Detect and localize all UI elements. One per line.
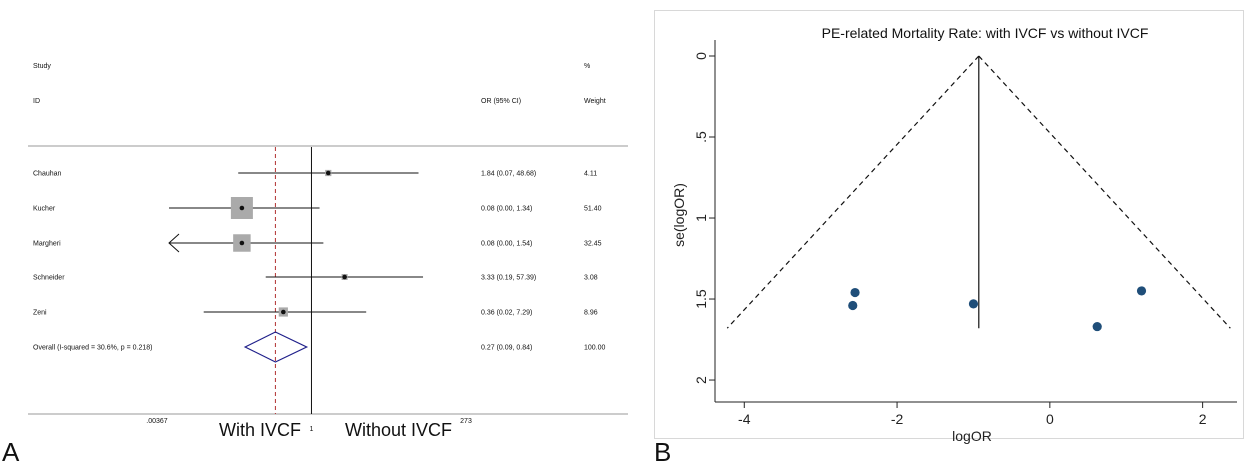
weight-header: Weight xyxy=(584,98,606,105)
x-axis-label: logOR xyxy=(952,428,992,444)
y-tick-label: .5 xyxy=(693,131,709,143)
study-weight: 8.96 xyxy=(584,310,598,317)
x-tick-label-null: 1 xyxy=(310,426,314,433)
direction-label-left: With IVCF xyxy=(219,420,301,440)
study-point-estimate xyxy=(325,170,331,176)
study-name: Schneider xyxy=(33,275,65,282)
overall-diamond xyxy=(243,331,309,363)
study-name: Zeni xyxy=(33,310,47,317)
panel-label-b: B xyxy=(654,437,671,461)
forest-plot-panel: Study ID OR (95% CI) % Weight Chauhan 1.8… xyxy=(0,0,640,461)
overall-label: Overall (I-squared = 30.6%, p = 0.218) xyxy=(33,345,152,352)
ci-truncation-arrow xyxy=(168,233,180,253)
study-weight: 4.11 xyxy=(584,171,597,178)
study-or-ci: 0.08 (0.00, 1.54) xyxy=(481,241,532,248)
funnel-plot-frame xyxy=(654,10,1244,439)
y-tick-label: 0 xyxy=(693,52,709,60)
funnel-plot-panel: PE-related Mortality Rate: with IVCF vs … xyxy=(654,0,1247,461)
x-tick-label: 0 xyxy=(1046,411,1054,427)
y-tick-label: 2 xyxy=(693,376,709,384)
y-tick-label: 1 xyxy=(693,214,709,222)
funnel-plot-title: PE-related Mortality Rate: with IVCF vs … xyxy=(822,25,1149,41)
funnel-plot-svg: PE-related Mortality Rate: with IVCF vs … xyxy=(654,0,1247,461)
funnel-right-limit xyxy=(978,55,1231,329)
study-name: Chauhan xyxy=(33,171,62,178)
x-tick-label-left: .00367 xyxy=(146,418,168,425)
direction-label-right: Without IVCF xyxy=(345,420,452,440)
study-or-ci: 3.33 (0.19, 57.39) xyxy=(481,275,536,282)
overall-or-ci: 0.27 (0.09, 0.84) xyxy=(481,345,532,352)
id-header: ID xyxy=(33,98,40,105)
y-axis-label: se(logOR) xyxy=(671,183,687,247)
funnel-plot-background xyxy=(654,0,1247,461)
study-or-ci: 0.36 (0.02, 7.29) xyxy=(481,310,532,317)
or-ci-header: OR (95% CI) xyxy=(481,98,521,105)
y-tick-label: 1.5 xyxy=(693,289,709,309)
x-tick-label: -4 xyxy=(738,411,751,427)
study-point xyxy=(850,287,860,298)
study-point xyxy=(968,299,979,309)
x-tick-label: -2 xyxy=(891,411,904,427)
panel-label-a: A xyxy=(2,437,20,461)
study-name: Margheri xyxy=(33,241,61,248)
study-point-estimate xyxy=(239,240,245,246)
overall-weight: 100.00 xyxy=(584,345,606,352)
study-point-estimate xyxy=(239,205,245,211)
study-name: Kucher xyxy=(33,206,56,213)
x-tick-label: 2 xyxy=(1199,411,1207,427)
study-point xyxy=(1092,321,1102,332)
forest-plot-background xyxy=(0,0,640,461)
study-point-estimate xyxy=(342,274,347,280)
study-or-ci: 0.08 (0.00, 1.34) xyxy=(481,206,532,213)
study-weight: 32.45 xyxy=(584,241,602,248)
weight-percent-header: % xyxy=(584,63,590,70)
study-or-ci: 1.84 (0.07, 48.68) xyxy=(481,171,536,178)
study-weight: 51.40 xyxy=(584,206,602,213)
study-point xyxy=(848,300,858,311)
forest-plot-svg: Study ID OR (95% CI) % Weight Chauhan 1.8… xyxy=(0,0,640,461)
study-point-estimate xyxy=(281,309,286,315)
study-header: Study xyxy=(33,63,51,70)
x-tick-label-right: 273 xyxy=(460,418,472,425)
study-point xyxy=(1136,286,1147,296)
funnel-left-limit xyxy=(726,55,980,329)
study-weight: 3.08 xyxy=(584,275,598,282)
